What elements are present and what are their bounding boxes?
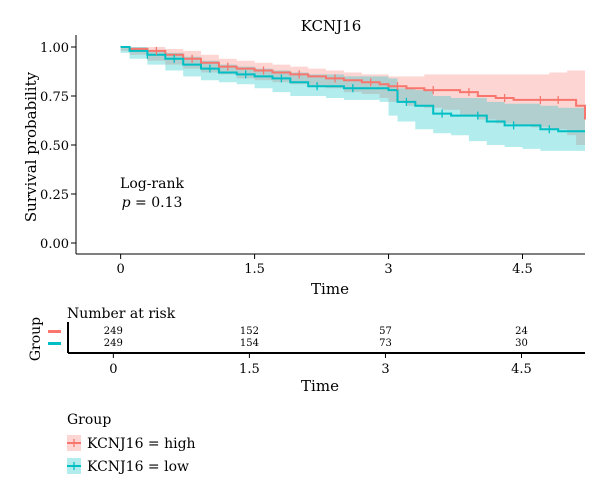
- y-tick-label: 0.75: [40, 90, 69, 105]
- risk-table-group-label: Group: [28, 317, 44, 361]
- x-tick-label: 0: [117, 262, 125, 277]
- legend-label-1: KCNJ16 = low: [87, 459, 189, 475]
- risk-count: 24: [515, 326, 528, 337]
- y-tick-label: 0.50: [40, 139, 69, 154]
- risk-count: 73: [379, 338, 392, 349]
- risk-count: 249: [104, 326, 123, 337]
- logrank-label: Log-rank: [120, 176, 184, 192]
- survival-curve-series-0: [120, 46, 586, 120]
- legend-title: Group: [67, 412, 111, 428]
- chart-title: KCNJ16: [301, 17, 362, 35]
- x-tick-label: 3: [384, 262, 392, 277]
- x-axis-label: Time: [311, 280, 349, 298]
- y-tick-label: 0.00: [40, 237, 69, 252]
- risk-table-title: Number at risk: [67, 306, 176, 322]
- risk-x-tick-label: 4.5: [511, 362, 532, 377]
- plot-area: [120, 46, 586, 151]
- p-value-label: p = 0.13: [122, 195, 183, 211]
- legend: KCNJ16 = high KCNJ16 = low: [67, 435, 196, 475]
- risk-table-x-label: Time: [301, 377, 339, 395]
- risk-x-tick-label: 3: [381, 362, 389, 377]
- x-tick-label: 1.5: [244, 262, 265, 277]
- p-symbol: p: [122, 195, 131, 211]
- risk-row-color-key-1: [48, 342, 61, 345]
- risk-count: 249: [104, 338, 123, 349]
- survival-curve-series-1: [120, 46, 585, 133]
- y-tick-label: 1.00: [40, 41, 69, 56]
- risk-count: 57: [379, 326, 392, 337]
- p-value-text: = 0.13: [131, 195, 183, 211]
- y-axis-label: Survival probability: [22, 71, 40, 222]
- risk-x-tick-label: 1.5: [239, 362, 260, 377]
- y-tick-label: 0.25: [40, 188, 69, 203]
- risk-count: 30: [515, 338, 528, 349]
- risk-count: 152: [240, 326, 259, 337]
- risk-count: 154: [240, 338, 259, 349]
- risk-row-color-key-0: [48, 330, 61, 333]
- x-tick-label: 4.5: [512, 262, 533, 277]
- legend-label-0: KCNJ16 = high: [87, 436, 196, 452]
- risk-x-tick-label: 0: [109, 362, 117, 377]
